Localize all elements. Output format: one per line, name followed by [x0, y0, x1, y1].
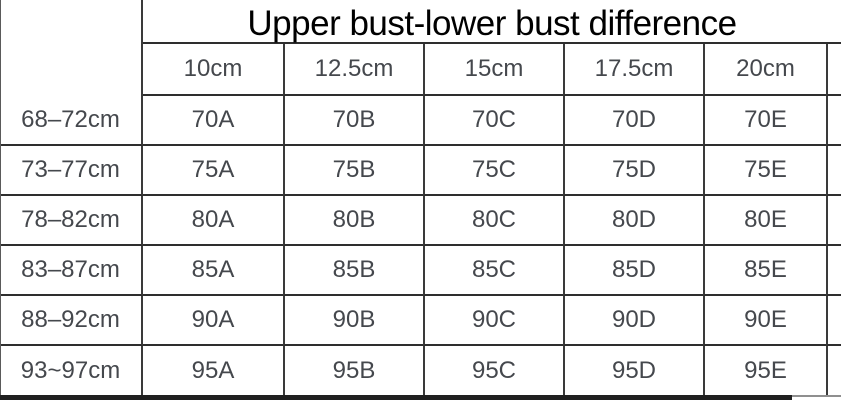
size-cell: 75D	[563, 146, 703, 196]
size-cell: 80B	[283, 196, 423, 246]
size-cell: 80C	[423, 196, 563, 246]
size-cell: 70D	[563, 96, 703, 146]
table-left-border-line	[0, 0, 1, 396]
row-header: 73–77cm	[0, 146, 143, 196]
size-cell: 75B	[283, 146, 423, 196]
size-cell: 90B	[283, 296, 423, 346]
col-header: 15cm	[423, 44, 563, 96]
size-cell: 75E	[703, 146, 826, 196]
row-header: 78–82cm	[0, 196, 143, 246]
table-bottom-border-line	[792, 395, 841, 397]
right-gutter	[826, 346, 841, 396]
size-cell: 95E	[703, 346, 826, 396]
col-header: 10cm	[143, 44, 283, 96]
row-header: 93~97cm	[0, 346, 143, 396]
right-gutter	[826, 296, 841, 346]
size-cell: 85D	[563, 246, 703, 296]
right-gutter	[826, 96, 841, 146]
row-header: 68–72cm	[0, 96, 143, 146]
table-bottom-border-line	[0, 395, 792, 400]
row-header: 88–92cm	[0, 296, 143, 346]
col-header: 12.5cm	[283, 44, 423, 96]
size-cell: 75A	[143, 146, 283, 196]
size-cell: 70A	[143, 96, 283, 146]
size-cell: 90A	[143, 296, 283, 346]
size-cell: 70E	[703, 96, 826, 146]
size-cell: 85E	[703, 246, 826, 296]
col-header: 17.5cm	[563, 44, 703, 96]
right-gutter	[826, 196, 841, 246]
corner-cell	[0, 0, 143, 96]
size-cell: 95B	[283, 346, 423, 396]
size-cell: 70B	[283, 96, 423, 146]
size-cell: 85A	[143, 246, 283, 296]
size-cell: 85B	[283, 246, 423, 296]
right-gutter	[826, 44, 841, 96]
right-gutter	[826, 246, 841, 296]
size-cell: 95C	[423, 346, 563, 396]
col-header: 20cm	[703, 44, 826, 96]
size-cell: 90C	[423, 296, 563, 346]
size-cell: 95A	[143, 346, 283, 396]
row-header: 83–87cm	[0, 246, 143, 296]
size-cell: 80E	[703, 196, 826, 246]
size-cell: 75C	[423, 146, 563, 196]
size-cell: 80D	[563, 196, 703, 246]
size-cell: 70C	[423, 96, 563, 146]
size-cell: 80A	[143, 196, 283, 246]
size-cell: 85C	[423, 246, 563, 296]
size-cell: 90D	[563, 296, 703, 346]
size-cell: 95D	[563, 346, 703, 396]
chart-title: Upper bust-lower bust difference	[143, 0, 841, 44]
right-gutter	[826, 146, 841, 196]
size-cell: 90E	[703, 296, 826, 346]
